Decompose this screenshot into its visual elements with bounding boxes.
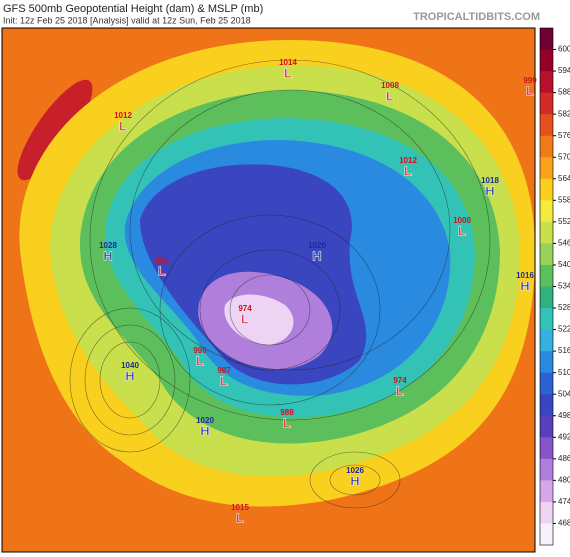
center-pressure: 1012 <box>399 156 417 165</box>
colorbar-band <box>540 92 553 115</box>
colorbar-tick-label: 588 <box>558 88 570 97</box>
colorbar-band <box>540 394 553 417</box>
center-pressure: 974 <box>238 304 252 313</box>
map-frame <box>1 27 536 553</box>
center-pressure: 1040 <box>121 361 139 370</box>
colorbar-band <box>540 480 553 503</box>
colorbar-tick-label: 486 <box>558 454 570 463</box>
colorbar-band <box>540 200 553 223</box>
colorbar-band <box>540 329 553 352</box>
colorbar-tick-label: 480 <box>558 475 570 484</box>
colorbar-band <box>540 28 553 51</box>
center-type: L <box>404 163 412 178</box>
map <box>2 28 535 552</box>
colorbar-tick-label: 594 <box>558 66 570 75</box>
colorbar-band <box>540 437 553 460</box>
colorbar-band <box>540 501 553 524</box>
center-type: H <box>125 368 134 383</box>
center-type: L <box>158 263 166 278</box>
center-pressure: 982 <box>155 256 169 265</box>
center-type: H <box>103 248 112 263</box>
colorbar: 600 594 588 582 576 570 564 558 552 546 540 534 528 5… <box>539 27 570 546</box>
colorbar-tick-label: 504 <box>558 389 570 398</box>
center-type: L <box>241 311 249 326</box>
center-pressure: 1014 <box>279 58 297 67</box>
colorbar-tick-label: 540 <box>558 260 570 269</box>
center-type: H <box>200 423 209 438</box>
center-pressure: 1016 <box>516 271 534 280</box>
center-type: H <box>350 473 359 488</box>
colorbar-tick-label: 528 <box>558 303 570 312</box>
map-init: Init: 12z Feb 25 2018 [Analysis] valid a… <box>3 15 251 25</box>
colorbar-tick-label: 510 <box>558 368 570 377</box>
center-pressure: 1015 <box>231 503 249 512</box>
colorbar-band <box>540 372 553 395</box>
center-type: H <box>520 278 529 293</box>
colorbar-tick-label: 600 <box>558 45 570 54</box>
colorbar-tick-label: 558 <box>558 195 570 204</box>
colorbar-tick-label: 498 <box>558 411 570 420</box>
colorbar-band <box>540 135 553 158</box>
map-title: GFS 500mb Geopotential Height (dam) & MS… <box>3 3 263 15</box>
colorbar-tick-label: 468 <box>558 519 570 528</box>
colorbar-band <box>540 178 553 201</box>
colorbar-band <box>540 351 553 374</box>
colorbar-band <box>540 243 553 266</box>
height-region <box>224 294 294 345</box>
colorbar-tick-label: 516 <box>558 346 570 355</box>
height-region <box>17 79 93 181</box>
center-type: H <box>312 248 321 263</box>
contours <box>69 59 491 509</box>
colorbar-band <box>540 458 553 481</box>
colorbar-tick-label: 546 <box>558 239 570 248</box>
center-type: L <box>458 223 466 238</box>
colorbar-tick-label: 564 <box>558 174 570 183</box>
colorbar-tick-label: 492 <box>558 432 570 441</box>
center-type: L <box>196 353 204 368</box>
colorbar-tick-label: 522 <box>558 325 570 334</box>
colorbar-band <box>540 286 553 309</box>
center-type: L <box>220 373 228 388</box>
center-type: H <box>485 183 494 198</box>
center-pressure: 1000 <box>453 216 471 225</box>
colorbar-tick-label: 552 <box>558 217 570 226</box>
colorbar-band <box>540 221 553 244</box>
center-type: L <box>119 118 127 133</box>
colorbar-tick-label: 570 <box>558 152 570 161</box>
center-pressure: 1018 <box>481 176 499 185</box>
center-type: L <box>396 383 404 398</box>
colorbar-tick-label: 582 <box>558 109 570 118</box>
center-type: L <box>283 415 291 430</box>
center-pressure: 987 <box>217 366 231 375</box>
colorbar-tick-label: 534 <box>558 282 570 291</box>
colorbar-band <box>540 114 553 137</box>
center-type: L <box>236 510 244 525</box>
colorbar-band <box>540 49 553 72</box>
center-pressure: 1028 <box>99 241 117 250</box>
colorbar-band <box>540 523 553 546</box>
colorbar-band <box>540 415 553 438</box>
center-type: L <box>386 88 394 103</box>
colorbar-band <box>540 308 553 331</box>
center-pressure: 1008 <box>381 81 399 90</box>
center-pressure: 974 <box>393 376 407 385</box>
center-pressure: 988 <box>280 408 294 417</box>
center-pressure: 1020 <box>196 416 214 425</box>
colorbar-band <box>540 157 553 180</box>
center-type: L <box>526 83 534 98</box>
colorbar-band <box>540 71 553 94</box>
center-pressure: 1020 <box>308 241 326 250</box>
center-pressure: 990 <box>193 346 207 355</box>
center-pressure: 1012 <box>114 111 132 120</box>
center-type: L <box>284 65 292 80</box>
site-credit: TROPICALTIDBITS.COM <box>413 11 540 23</box>
colorbar-tick-label: 474 <box>558 497 570 506</box>
center-pressure: 999 <box>523 76 537 85</box>
center-pressure: 1026 <box>346 466 364 475</box>
colorbar-tick-label: 576 <box>558 131 570 140</box>
colorbar-band <box>540 264 553 287</box>
